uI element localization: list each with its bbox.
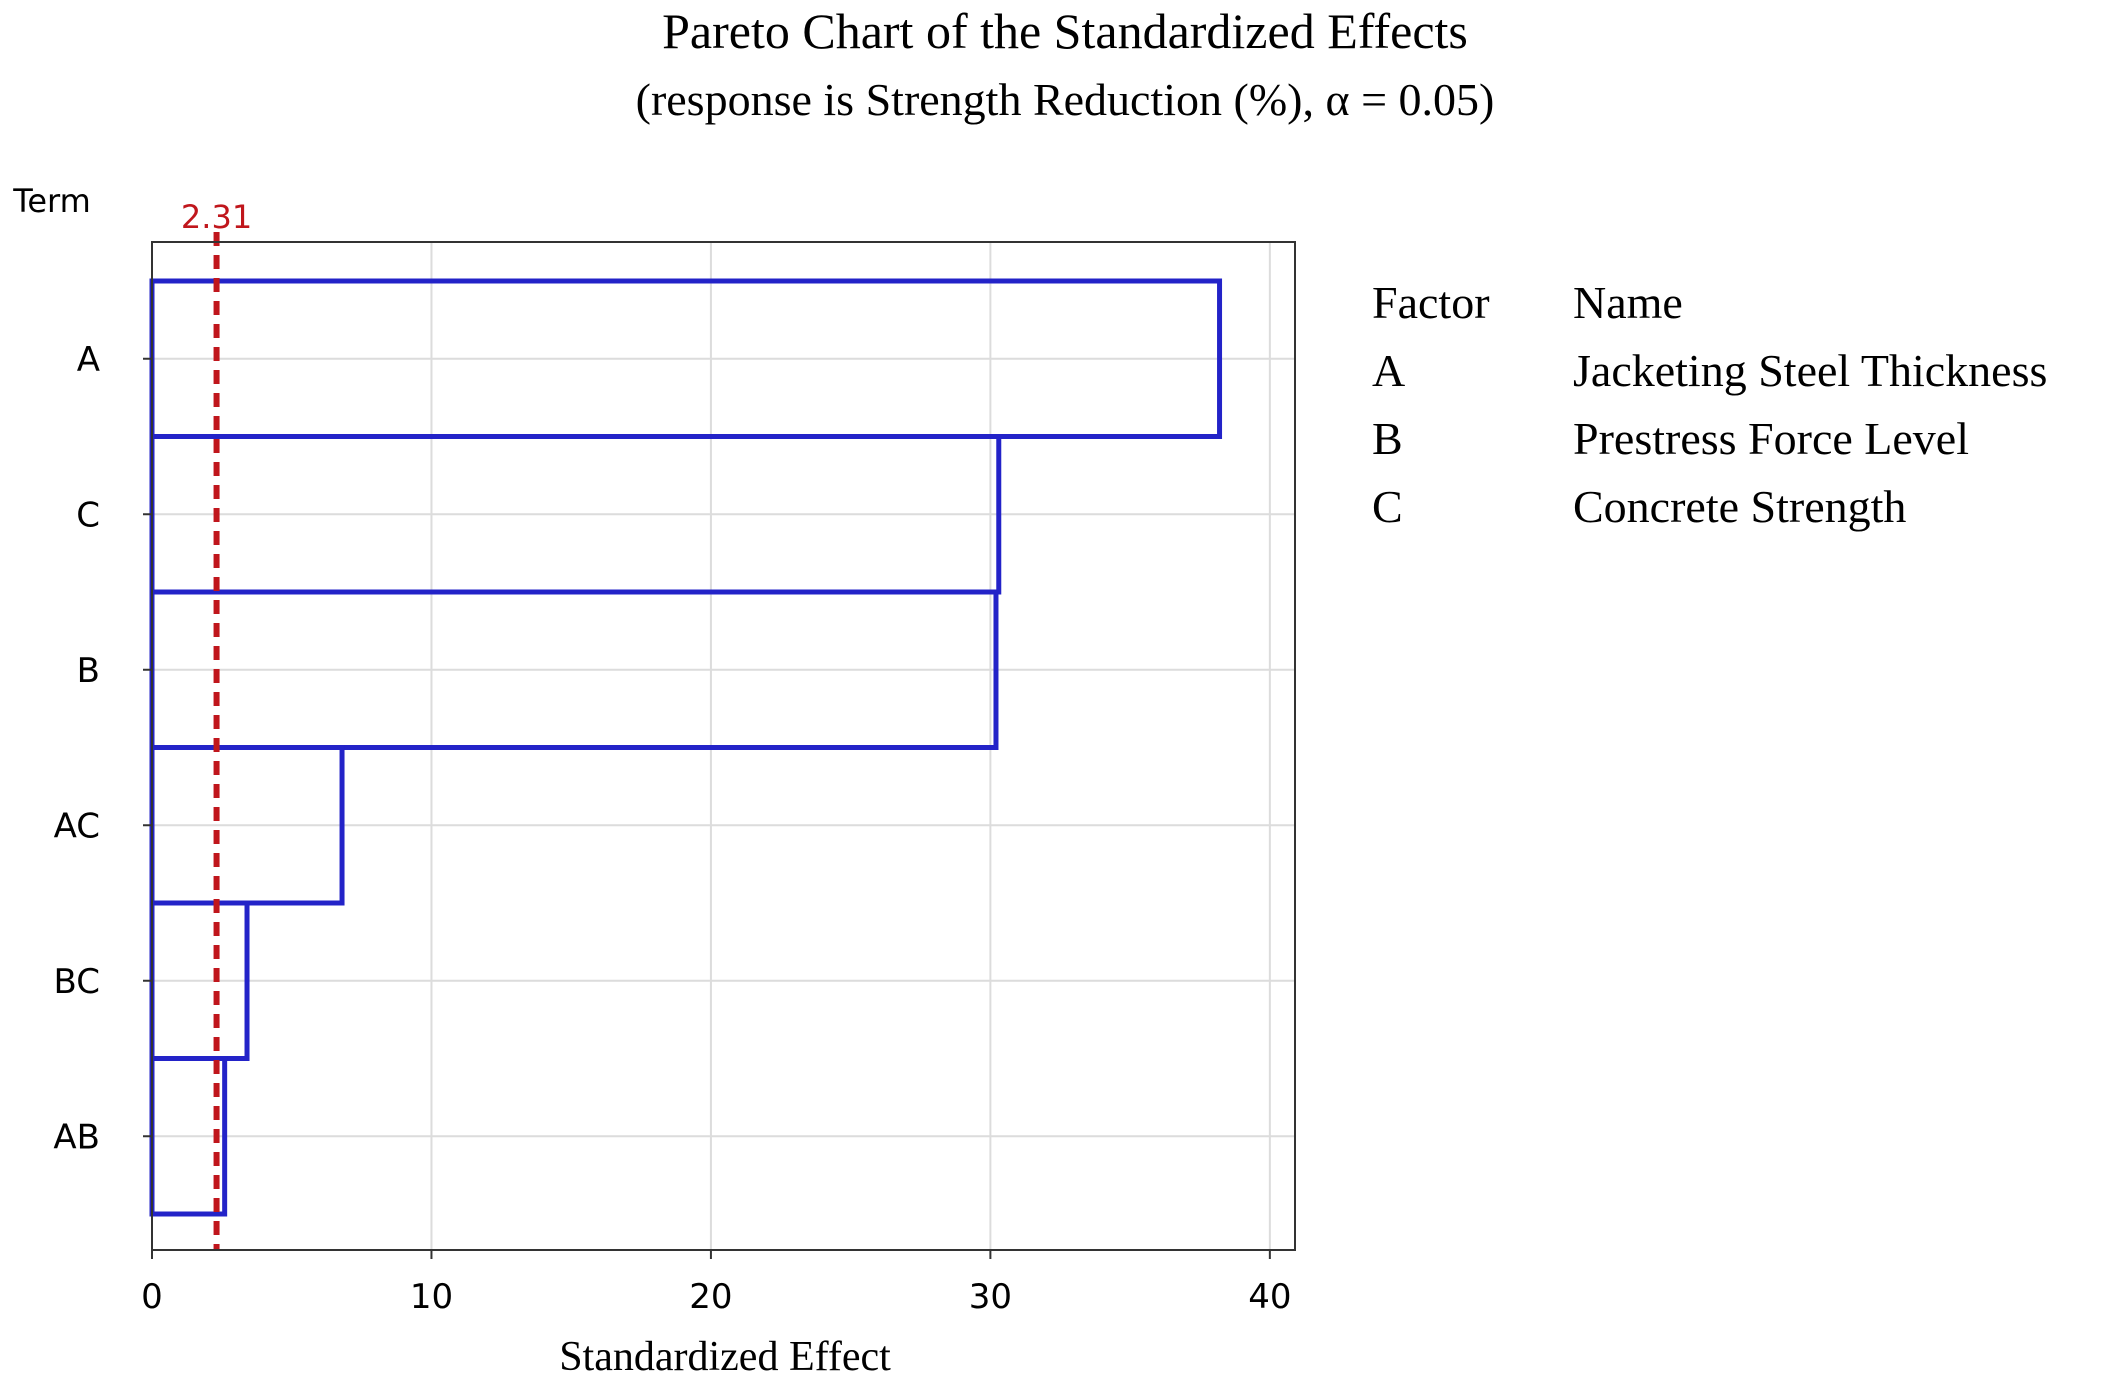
plot-frame: [151, 241, 1296, 1251]
y-tick-label-b: B: [77, 651, 100, 691]
legend-factor: B: [1372, 413, 1403, 464]
legend-header-factor: Factor: [1372, 277, 1490, 328]
x-tick-label: 10: [410, 1277, 453, 1317]
y-tick-label-ab: AB: [53, 1117, 100, 1157]
y-tick-label-c: C: [76, 495, 100, 535]
y-tick-label-a: A: [77, 340, 100, 380]
legend-factor: C: [1372, 481, 1403, 532]
chart-subtitle: (response is Strength Reduction (%), α =…: [636, 74, 1495, 125]
legend-factor-name: Jacketing Steel Thickness: [1573, 345, 2047, 396]
x-axis-label: Standardized Effect: [559, 1334, 891, 1380]
legend-factor: A: [1372, 345, 1405, 396]
legend-header-name: Name: [1573, 277, 1683, 328]
legend-factor-name: Prestress Force Level: [1573, 413, 1969, 464]
legend-factor-name: Concrete Strength: [1573, 481, 1906, 532]
x-tick-label: 30: [969, 1277, 1012, 1317]
x-tick-label: 0: [141, 1277, 163, 1317]
chart-title: Pareto Chart of the Standardized Effects: [662, 3, 1468, 59]
x-tick-label: 20: [689, 1277, 732, 1317]
x-tick-label: 40: [1248, 1277, 1291, 1317]
grid-lines: [152, 242, 1295, 1250]
y-tick-label-bc: BC: [54, 962, 100, 1002]
reference-line-label: 2.31: [181, 198, 252, 236]
factor-legend: Factor Name A Jacketing Steel Thickness B Pre…: [1372, 277, 2047, 532]
bars: [149, 278, 1223, 1217]
y-tick-label-ac: AC: [54, 806, 100, 846]
y-axis-label: Term: [12, 182, 91, 220]
reference-line-group: 2.31: [181, 198, 252, 1250]
